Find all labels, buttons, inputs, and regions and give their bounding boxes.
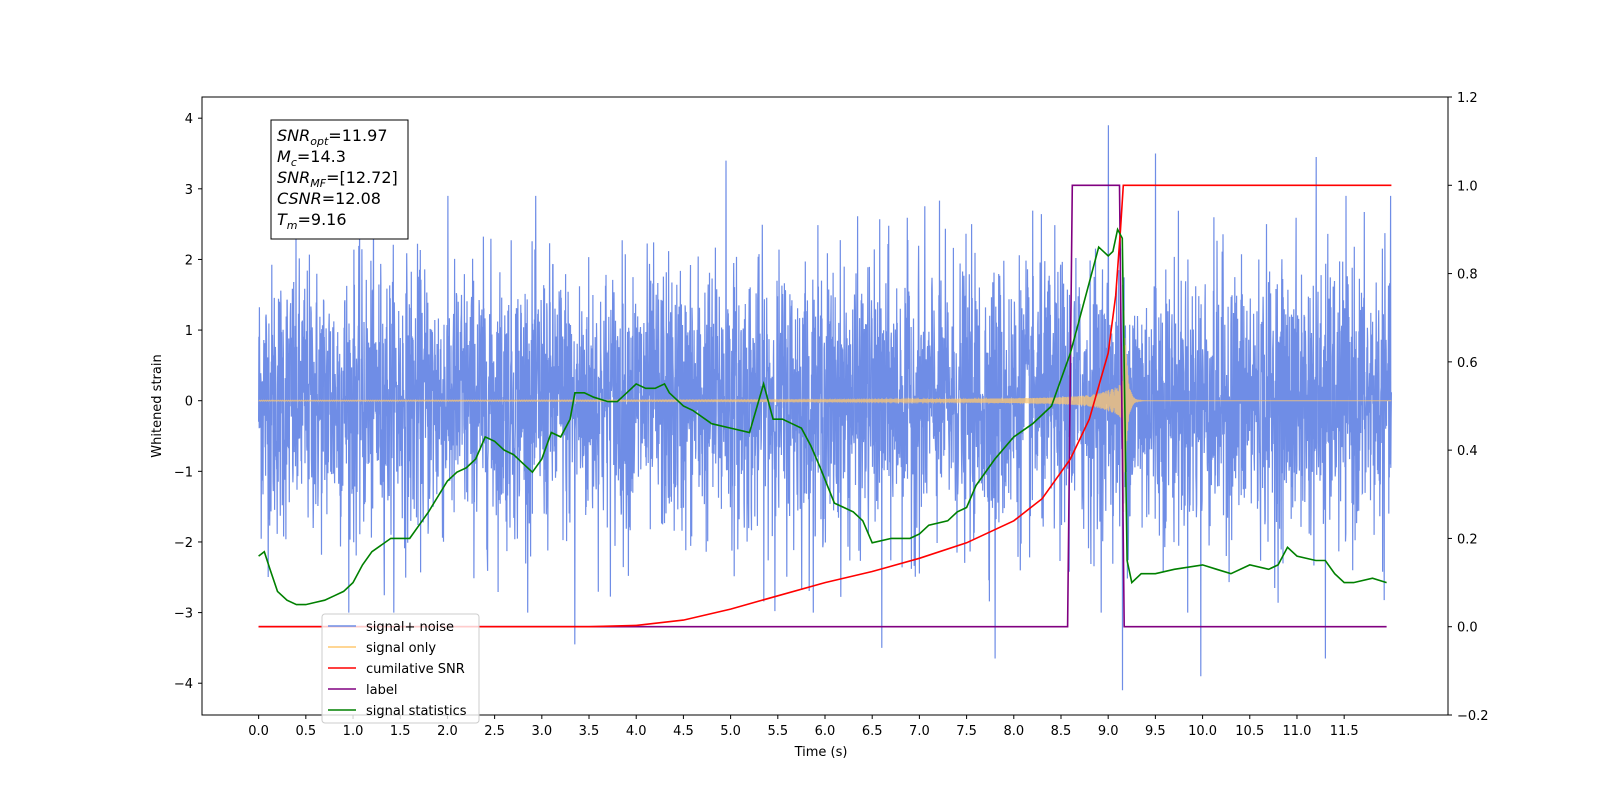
x-tick-label: 3.5: [579, 724, 600, 739]
legend-frame: [321, 613, 480, 724]
x-tick-label: 0.0: [248, 724, 269, 739]
x-tick-label: 7.5: [956, 724, 977, 739]
x-tick-label: 6.5: [862, 724, 883, 739]
series-cumilative-snr: [258, 184, 1392, 628]
annotation-box: SNRopt=11.97Mc=14.3SNRMF=[12.72]CSNR=12.…: [270, 119, 409, 240]
x-tick-label: 2.5: [484, 724, 505, 739]
annotation-line: Mc=14.3: [277, 147, 346, 169]
y2-tick-label: 0.2: [1457, 532, 1478, 547]
x-tick-label: 11.0: [1282, 724, 1311, 739]
y2-tick-label: 1.0: [1457, 179, 1478, 194]
x-tick-label: 1.5: [390, 724, 411, 739]
legend-label: label: [366, 683, 397, 698]
y-tick-label: −2: [174, 536, 193, 551]
y-tick-label: −3: [174, 607, 193, 622]
y-tick-label: −4: [174, 677, 193, 692]
x-tick-label: 2.0: [437, 724, 458, 739]
legend-label: signal statistics: [366, 704, 467, 719]
y-tick-label: 4: [185, 112, 193, 127]
x-tick-label: 6.0: [815, 724, 836, 739]
x-tick-label: 10.5: [1235, 724, 1264, 739]
legend-label: signal only: [366, 641, 436, 656]
y-tick-label: 0: [185, 395, 193, 410]
y-axis-left: 4 3 2 1 0 −1 −2 −3 −4: [174, 112, 202, 692]
x-tick-label: 9.0: [1098, 724, 1119, 739]
y2-tick-label: −0.2: [1457, 709, 1489, 724]
legend-label: cumilative SNR: [366, 662, 465, 677]
x-axis: 0.0 0.5 1.0 1.5 2.0 2.5 3.0 3.5 4.0 4.5 5.0 5.5 6.0 6…: [248, 715, 1359, 739]
x-axis-label: Time (s): [794, 745, 848, 760]
y-tick-label: 2: [185, 253, 193, 268]
x-tick-label: 4.0: [626, 724, 647, 739]
y2-tick-label: 0.8: [1457, 268, 1478, 283]
annotation-frame: [270, 119, 409, 240]
annotation-line: SNRMF=[12.72]: [277, 168, 398, 190]
x-tick-label: 5.5: [767, 724, 788, 739]
annotation-line: CSNR=12.08: [277, 189, 381, 208]
series-signal-noise: [258, 125, 1392, 691]
y2-tick-label: 0.0: [1457, 621, 1478, 636]
annotation-line: Tm=9.16: [277, 210, 347, 232]
x-tick-label: 8.5: [1051, 724, 1072, 739]
y-axis-label: Whitened strain: [150, 354, 165, 457]
x-tick-label: 4.5: [673, 724, 694, 739]
x-tick-label: 10.0: [1188, 724, 1217, 739]
y-axis-right: 1.2 1.0 0.8 0.6 0.4 0.2 0.0 −0.2: [1448, 91, 1489, 724]
y-tick-label: 1: [185, 324, 193, 339]
y2-tick-label: 0.4: [1457, 444, 1478, 459]
y-tick-label: 3: [185, 183, 193, 198]
plot-area: [258, 125, 1392, 691]
y-tick-label: −1: [174, 465, 193, 480]
x-tick-label: 5.0: [720, 724, 741, 739]
annotation-line: SNRopt=11.97: [277, 126, 388, 148]
x-tick-label: 9.5: [1145, 724, 1166, 739]
x-tick-label: 1.0: [343, 724, 364, 739]
y2-tick-label: 1.2: [1457, 91, 1478, 106]
x-tick-label: 11.5: [1330, 724, 1359, 739]
legend: signal+ noise signal only cumilative SNR la…: [321, 613, 480, 724]
x-tick-label: 7.0: [909, 724, 930, 739]
x-tick-label: 3.0: [531, 724, 552, 739]
y2-tick-label: 0.6: [1457, 356, 1478, 371]
series-label: [258, 184, 1387, 628]
x-tick-label: 0.5: [295, 724, 316, 739]
legend-label: signal+ noise: [366, 620, 454, 635]
x-tick-label: 8.0: [1003, 724, 1024, 739]
series-signal-only: [258, 310, 1392, 512]
series-signal-statistics: [258, 227, 1387, 606]
